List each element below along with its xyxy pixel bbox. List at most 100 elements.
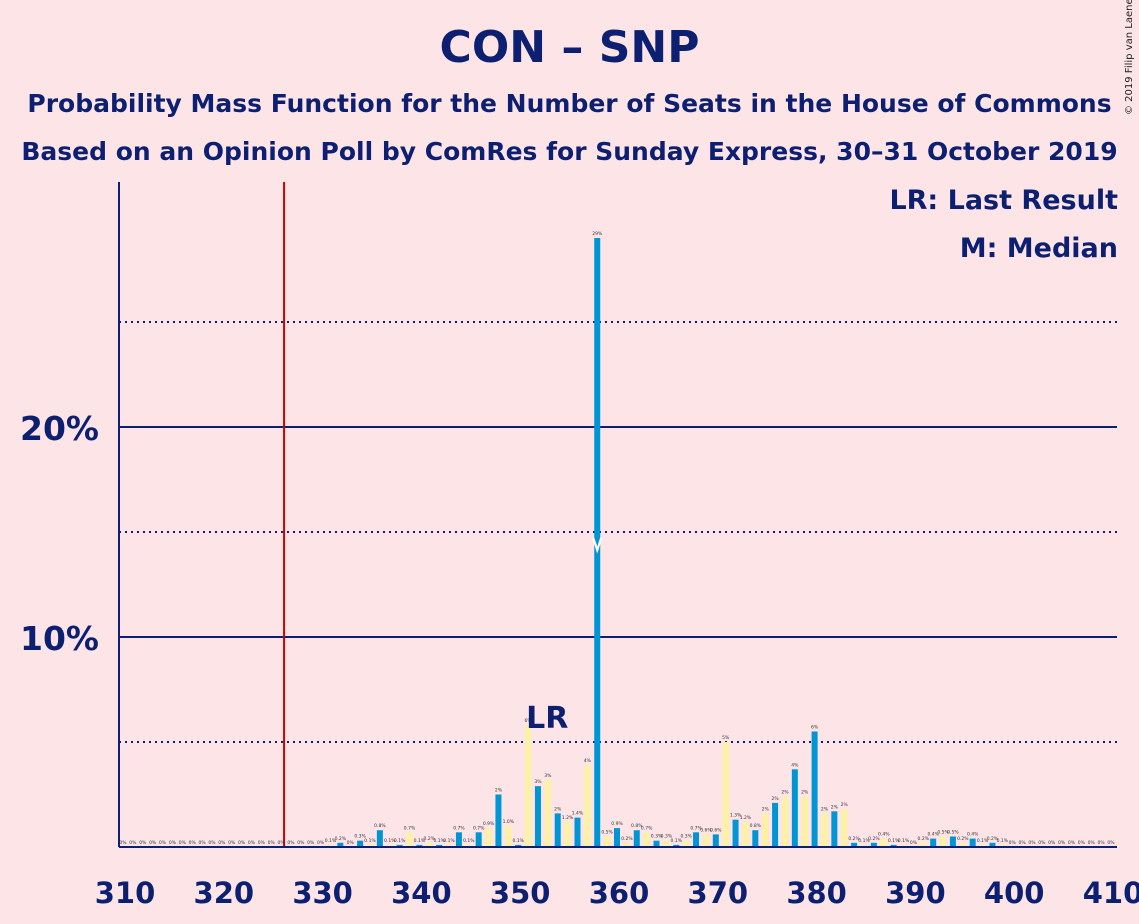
- bar-379: [801, 796, 808, 847]
- bar-label-347: 0.9%: [483, 821, 495, 827]
- bar-label-326: 0%: [278, 840, 286, 846]
- bar-373: [742, 821, 749, 847]
- bar-348: [495, 794, 502, 847]
- bar-label-397: 0.1%: [977, 838, 989, 844]
- bar-374: [752, 830, 759, 847]
- bar-360: [614, 828, 620, 847]
- bar-label-394: 0.5%: [947, 830, 959, 836]
- x-tick-label-310: 310: [95, 876, 156, 910]
- bar-label-335: 0.1%: [364, 838, 376, 844]
- bar-label-410: 0%: [1107, 840, 1115, 846]
- bar-label-358: 29%: [592, 231, 603, 237]
- bar-336: [376, 830, 383, 847]
- bar-342: [436, 844, 443, 847]
- bar-352: [534, 786, 541, 847]
- bar-339: [406, 832, 413, 847]
- bar-label-356: 1.4%: [572, 811, 584, 817]
- x-tick-label-360: 360: [589, 876, 650, 910]
- bar-label-310: 0%: [119, 840, 127, 846]
- x-tick-label-410: 410: [1083, 876, 1139, 910]
- bar-397: [979, 844, 986, 847]
- bar-label-357: 4%: [584, 758, 592, 764]
- bar-label-379: 2%: [801, 790, 809, 796]
- bar-label-322: 0%: [238, 840, 246, 846]
- bar-label-378: 4%: [791, 762, 799, 768]
- bar-label-345: 0.1%: [463, 838, 475, 844]
- bar-label-325: 0%: [268, 840, 276, 846]
- bar-label-313: 0%: [149, 840, 157, 846]
- bar-label-360: 0.9%: [611, 821, 623, 827]
- bar-394: [949, 836, 956, 847]
- bar-label-340: 0.1%: [414, 838, 426, 844]
- bar-label-405: 0%: [1058, 840, 1066, 846]
- bar-331: [327, 844, 334, 847]
- bar-365: [663, 840, 670, 847]
- bar-357: [584, 765, 591, 847]
- bar-364: [653, 840, 660, 847]
- bar-351: [525, 725, 532, 847]
- bar-label-314: 0%: [159, 840, 167, 846]
- x-tick-label-400: 400: [984, 876, 1045, 910]
- bar-label-316: 0%: [179, 840, 187, 846]
- bar-label-363: 0.7%: [641, 825, 653, 831]
- bar-398: [989, 842, 996, 847]
- bar-label-362: 0.8%: [631, 823, 643, 829]
- bar-385: [861, 844, 867, 847]
- bar-label-layer: 0% 0% 0% 0% 0% 0% 0% 0% 0% 0% 0% 0% 0% 0% 0% 0% 0% 0% 0% 0%…: [119, 231, 1115, 846]
- bar-label-333: 0%: [347, 840, 355, 846]
- bar-label-395: 0.2%: [957, 836, 969, 842]
- bar-332: [337, 842, 344, 847]
- last-result-marker: LR: [526, 701, 568, 736]
- x-tick-label-370: 370: [688, 876, 749, 910]
- bar-label-406: 0%: [1068, 840, 1076, 846]
- bar-label-353: 3%: [544, 773, 552, 779]
- bar-label-336: 0.8%: [374, 823, 386, 829]
- bar-label-328: 0%: [297, 840, 305, 846]
- grid-layer: [119, 321, 1117, 743]
- bar-label-327: 0%: [287, 840, 295, 846]
- bar-label-361: 0.2%: [621, 836, 633, 842]
- x-tick-label-320: 320: [194, 876, 255, 910]
- bar-label-398: 0.2%: [987, 836, 999, 842]
- bar-label-366: 0.1%: [671, 838, 683, 844]
- bar-346: [475, 832, 482, 847]
- bar-label-374: 0.8%: [750, 823, 762, 829]
- chart-subtitle-2: Based on an Opinion Poll by ComRes for S…: [21, 137, 1118, 166]
- bar-391: [920, 842, 927, 847]
- bar-label-400: 0%: [1009, 840, 1017, 846]
- bar-358: [594, 238, 601, 847]
- bar-375: [762, 813, 769, 847]
- bar-label-407: 0%: [1078, 840, 1086, 846]
- bar-label-324: 0%: [258, 840, 266, 846]
- bar-380: [811, 731, 818, 847]
- bar-label-377: 2%: [781, 790, 789, 796]
- bar-label-346: 0.7%: [473, 825, 485, 831]
- x-tick-label-390: 390: [885, 876, 946, 910]
- bar-384: [851, 842, 858, 847]
- bar-399: [999, 844, 1006, 847]
- bar-label-323: 0%: [248, 840, 256, 846]
- bar-381: [821, 813, 828, 847]
- bar-label-384: 0.2%: [848, 836, 860, 842]
- bar-label-365: 0.3%: [661, 834, 673, 840]
- bar-label-318: 0%: [198, 840, 206, 846]
- bar-label-351: 6%: [525, 718, 533, 724]
- bar-layer: [327, 238, 1006, 847]
- bar-label-380: 6%: [811, 725, 819, 731]
- bar-344: [455, 832, 462, 847]
- bar-335: [367, 844, 373, 847]
- bar-label-330: 0%: [317, 840, 325, 846]
- bar-label-348: 2%: [495, 788, 503, 794]
- bar-386: [870, 842, 877, 847]
- bar-label-388: 0.1%: [888, 838, 900, 844]
- legend-last-result: LR: Last Result: [889, 185, 1118, 216]
- bar-label-339: 0.7%: [404, 825, 416, 831]
- chart-subtitle-1: Probability Mass Function for the Number…: [27, 89, 1112, 118]
- bar-label-312: 0%: [139, 840, 147, 846]
- bar-355: [564, 821, 571, 847]
- bar-label-315: 0%: [169, 840, 177, 846]
- bar-334: [357, 840, 364, 847]
- bar-label-317: 0%: [189, 840, 197, 846]
- bar-label-386: 0.2%: [868, 836, 880, 842]
- bar-label-399: 0.1%: [997, 838, 1009, 844]
